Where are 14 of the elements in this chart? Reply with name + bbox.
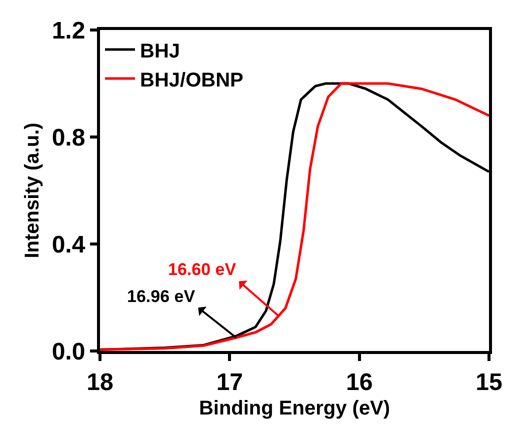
legend-label: BHJ/OBNP — [140, 69, 244, 92]
x-tick-label: 17 — [216, 368, 244, 396]
x-tick-label: 15 — [476, 368, 502, 396]
annotation: 16.96 eV — [127, 287, 196, 306]
legend-label: BHJ — [140, 40, 180, 62]
x-axis-title: Binding Energy (eV) — [198, 397, 390, 420]
y-tick-label: 1.2 — [52, 17, 86, 44]
annotation: 16.60 eV — [168, 260, 237, 279]
y-tick-label: 0.4 — [52, 231, 86, 258]
x-tick-label: 18 — [86, 368, 114, 396]
x-tick-label: 16 — [346, 368, 373, 396]
y-tick-label: 0.0 — [52, 338, 86, 366]
y-axis-title: Intensity (a.u.) — [21, 122, 44, 258]
y-tick-label: 0.8 — [52, 124, 86, 152]
